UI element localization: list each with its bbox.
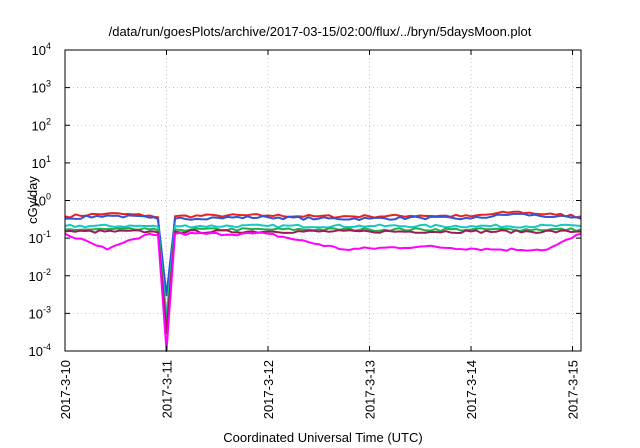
series-line-1 <box>64 212 582 297</box>
x-tick-label: 2017-3-10 <box>58 360 73 419</box>
y-axis-label: cGy/day <box>25 176 40 224</box>
x-tick-label: 2017-3-13 <box>363 360 378 419</box>
x-tick-label: 2017-3-11 <box>160 360 175 418</box>
plot-frame <box>64 49 582 352</box>
ticks <box>64 49 581 352</box>
y-tick-label: 101 <box>32 154 51 171</box>
y-tick-label: 100 <box>32 192 51 209</box>
series-line-3 <box>64 227 582 326</box>
chart-title: /data/run/goesPlots/archive/2017-03-15/0… <box>109 24 532 39</box>
series-line-4 <box>64 229 582 334</box>
y-tick-label: 10-3 <box>29 304 51 321</box>
y-tick-label: 10-2 <box>29 267 51 284</box>
grid <box>64 50 581 351</box>
x-tick-label: 2017-3-15 <box>566 360 581 419</box>
x-axis-label: Coordinated Universal Time (UTC) <box>223 430 422 445</box>
y-tick-label: 10-1 <box>29 229 51 246</box>
y-tick-label: 10-4 <box>29 342 51 359</box>
y-tick-label: 104 <box>32 41 51 58</box>
x-tick-label: 2017-3-12 <box>261 360 276 419</box>
series-line-2 <box>64 223 582 318</box>
series-line-5 <box>64 231 582 352</box>
y-tick-label: 103 <box>32 79 51 96</box>
x-tick-label: 2017-3-14 <box>464 360 479 419</box>
series-group <box>64 210 582 352</box>
y-tick-label: 102 <box>32 116 51 133</box>
x-tick-labels: 2017-3-10 2017-3-11 2017-3-12 2017-3-13 2017… <box>58 360 581 419</box>
y-tick-labels: 10-4 10-3 10-2 10-1 100 101 102 103 104 <box>29 41 51 359</box>
